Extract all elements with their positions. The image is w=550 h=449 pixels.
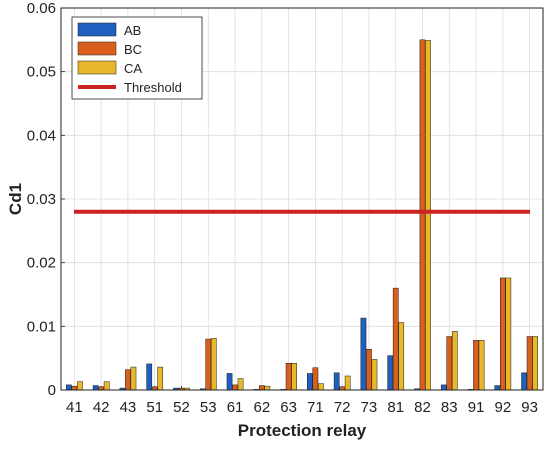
bar-ca-81: [398, 322, 405, 391]
bar-ca-73: [371, 359, 378, 391]
x-tick-label: 73: [361, 399, 378, 416]
bar-ca-92: [505, 277, 512, 391]
bar-ab-92: [494, 385, 501, 391]
x-tick-label: 62: [253, 399, 270, 416]
bar-bc-61: [232, 384, 238, 391]
x-tick-label: 43: [120, 399, 137, 416]
bar-ab-51: [146, 363, 153, 391]
bar-ca-63: [291, 363, 297, 391]
bar-ca-41: [77, 381, 83, 391]
bar-bc-93: [526, 336, 533, 391]
legend-swatch-ca: [77, 60, 117, 75]
x-tick-label: 83: [441, 399, 458, 416]
y-tick-label: 0.01: [27, 318, 56, 335]
bar-ca-51: [157, 366, 164, 391]
x-tick-label: 63: [280, 399, 297, 416]
bar-bc-91: [473, 340, 479, 391]
bar-ca-71: [318, 383, 324, 391]
x-tick-label: 92: [494, 399, 511, 416]
x-tick-label: 53: [200, 399, 217, 416]
bar-ca-72: [344, 375, 351, 391]
bar-ab-42: [92, 385, 99, 391]
bar-ab-81: [387, 355, 394, 391]
legend-swatch-ab: [77, 22, 117, 37]
legend-label-bc: BC: [124, 42, 142, 57]
y-tick-label: 0.04: [27, 127, 56, 144]
bar-ca-82: [425, 40, 431, 391]
bar-bc-71: [312, 367, 319, 391]
x-tick-label: 91: [468, 399, 485, 416]
y-tick-label: 0.05: [27, 64, 56, 81]
bar-bc-73: [366, 349, 372, 391]
bar-ca-93: [532, 336, 538, 391]
bar-ca-91: [478, 340, 485, 391]
legend-label-threshold: Threshold: [124, 80, 182, 95]
x-tick-label: 72: [334, 399, 351, 416]
bar-ca-62: [264, 385, 271, 391]
bar-ab-61: [226, 373, 233, 391]
x-tick-label: 81: [387, 399, 404, 416]
bar-ca-61: [237, 378, 244, 391]
y-tick-label: 0: [48, 382, 56, 399]
bar-ab-71: [307, 373, 313, 391]
bar-bc-83: [446, 336, 453, 391]
bar-bc-63: [285, 363, 292, 391]
bar-ab-83: [440, 384, 447, 391]
x-axis-label: Protection relay: [238, 421, 367, 440]
legend-swatch-bc: [77, 41, 117, 56]
bar-bc-53: [205, 338, 212, 391]
bar-ca-42: [103, 381, 110, 391]
bar-bc-82: [419, 39, 426, 391]
legend-label-ab: AB: [124, 23, 141, 38]
x-tick-label: 93: [521, 399, 538, 416]
x-tick-label: 71: [307, 399, 324, 416]
x-tick-label: 52: [173, 399, 190, 416]
x-tick-label: 41: [66, 399, 83, 416]
legend-label-ca: CA: [124, 61, 142, 76]
bar-ca-53: [210, 338, 217, 391]
bar-ca-83: [451, 331, 458, 391]
x-tick-label: 82: [414, 399, 431, 416]
bar-bc-43: [125, 369, 131, 391]
x-tick-label: 51: [146, 399, 163, 416]
bar-bc-62: [258, 385, 265, 391]
bar-bc-81: [392, 287, 399, 391]
plot-frame: [60, 7, 544, 391]
bar-ab-73: [360, 317, 367, 391]
bar-bc-92: [499, 277, 506, 391]
bar-bc-41: [71, 385, 78, 391]
y-tick-label: 0.06: [27, 0, 56, 17]
bar-ab-93: [521, 372, 527, 391]
y-tick-label: 0.02: [27, 255, 56, 272]
y-axis-label: Cd1: [6, 183, 25, 215]
x-tick-label: 61: [227, 399, 244, 416]
bar-ab-41: [66, 384, 72, 391]
x-tick-label: 42: [93, 399, 110, 416]
bar-ab-72: [333, 372, 340, 391]
bar-ca-43: [130, 366, 137, 391]
y-tick-label: 0.03: [27, 191, 56, 208]
